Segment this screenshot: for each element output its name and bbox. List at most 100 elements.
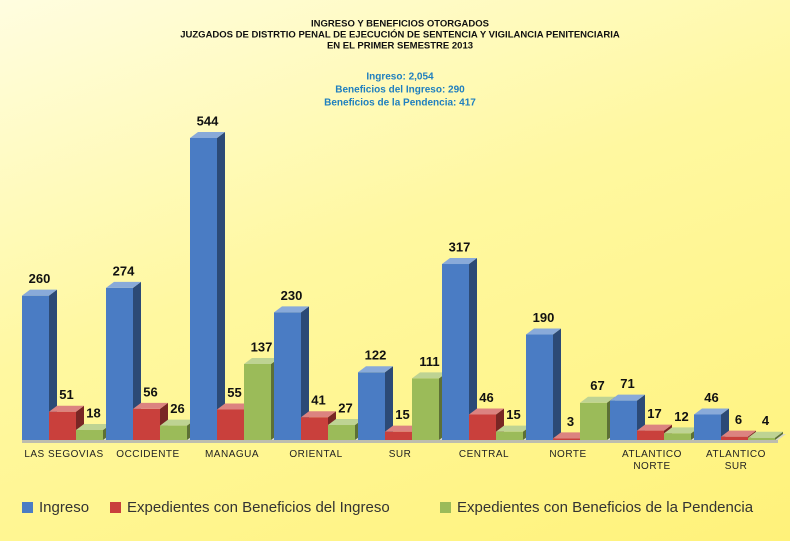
bar-side [133, 281, 141, 440]
bar-top [610, 394, 645, 401]
bar-top [358, 366, 393, 373]
bar-top [412, 372, 447, 379]
value-label: 111 [419, 354, 439, 369]
bar-side [775, 431, 783, 440]
bar-front [49, 411, 76, 440]
bar-front [190, 138, 217, 440]
bar-front [385, 431, 412, 440]
bar-top [328, 419, 363, 426]
bar-top [106, 281, 141, 288]
bar-front [694, 414, 721, 440]
bar-front [106, 287, 133, 440]
x-tick-label: SUR [388, 449, 412, 460]
value-label: 6 [735, 412, 742, 427]
value-label: 3 [567, 414, 574, 429]
bar-front [721, 436, 748, 440]
bar-front [358, 372, 385, 440]
bar [496, 425, 531, 440]
value-label: 122 [365, 348, 387, 363]
x-tick-label: ATLANTICO NORTE [622, 449, 682, 472]
bar [328, 419, 363, 440]
legend-label: Ingreso [39, 499, 89, 516]
chart-subtitle: Beneficios del Ingreso: 290 [335, 85, 465, 96]
bar-side [721, 408, 729, 440]
bar-top [76, 424, 111, 431]
bar-front [469, 414, 496, 440]
value-label: 230 [281, 288, 303, 303]
bar-side [217, 132, 225, 440]
legend-swatch [110, 502, 121, 513]
bar-top [160, 419, 195, 426]
value-label: 56 [143, 384, 157, 399]
bar [442, 258, 477, 440]
bar-side [49, 289, 57, 440]
bar [526, 328, 561, 440]
bar-top [496, 425, 531, 432]
bar-front [637, 430, 664, 440]
legend-label: Expedientes con Beneficios de la Pendenc… [457, 499, 754, 516]
value-label: 4 [762, 413, 770, 428]
bar [244, 357, 279, 440]
value-label: 46 [704, 390, 718, 405]
bar-top [748, 431, 783, 438]
bar-top [385, 425, 420, 432]
bar [358, 366, 393, 440]
bar-front [610, 400, 637, 440]
bar-top [637, 424, 672, 431]
bar-top [721, 430, 756, 437]
bar [580, 396, 615, 440]
x-tick-label: ORIENTAL [289, 449, 343, 460]
bar-front [442, 264, 469, 440]
bar-front [496, 431, 523, 440]
bar-top [580, 396, 615, 403]
bar-front [217, 409, 244, 440]
value-label: 67 [590, 378, 604, 393]
value-label: 12 [674, 409, 688, 424]
x-tick-label: LAS SEGOVIAS [24, 449, 104, 460]
chart-title: INGRESO Y BENEFICIOS OTORGADOS [311, 19, 489, 30]
value-label: 190 [533, 310, 555, 325]
bar-side [385, 366, 393, 440]
value-label: 137 [251, 339, 273, 354]
bar-top [526, 328, 561, 335]
bar-top [301, 411, 336, 418]
bar-front [22, 295, 49, 440]
bar [274, 306, 309, 440]
bar-front [412, 378, 439, 440]
bar-front [553, 438, 580, 440]
value-label: 27 [338, 400, 352, 415]
bar [412, 372, 447, 440]
x-tick-label: MANAGUA [204, 449, 260, 460]
bar-top [22, 289, 57, 296]
bar-top [442, 258, 477, 265]
value-label: 544 [197, 113, 219, 128]
bar-front [301, 417, 328, 440]
bar [22, 289, 57, 440]
bar-top [553, 432, 588, 439]
bar [160, 419, 195, 440]
value-label: 18 [86, 405, 100, 420]
value-label: 17 [647, 406, 661, 421]
bar [748, 431, 783, 440]
legend-swatch [440, 502, 451, 513]
chart-title: JUZGADOS DE DISTRTIO PENAL DE EJECUCIÓN … [180, 29, 620, 41]
bar-top [274, 306, 309, 313]
bar-front [76, 430, 103, 440]
value-label: 26 [170, 401, 184, 416]
bar-front [664, 433, 691, 440]
bar-front [328, 425, 355, 440]
x-tick-label: CENTRAL [458, 449, 510, 460]
value-label: 41 [311, 393, 325, 408]
bar-top [133, 402, 168, 409]
bar [694, 408, 729, 440]
bar-top [49, 405, 84, 412]
chart-subtitle: Beneficios de la Pendencia: 417 [324, 98, 476, 109]
chart-subtitle: Ingreso: 2,054 [366, 72, 434, 83]
bar [469, 408, 504, 440]
value-label: 274 [113, 263, 135, 278]
value-label: 260 [29, 271, 51, 286]
legend-label: Expedientes con Beneficios del Ingreso [127, 499, 390, 516]
bar-top [469, 408, 504, 415]
